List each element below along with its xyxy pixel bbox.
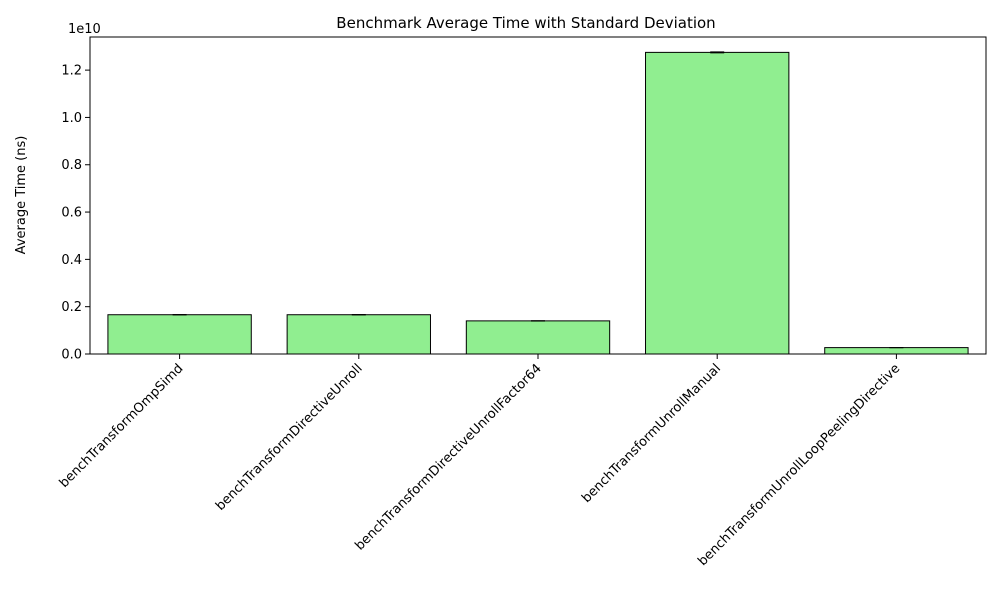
bar-5 bbox=[824, 347, 969, 355]
y-tick-label-7: 1.2 bbox=[61, 64, 82, 79]
y-tick-label-2: 0.2 bbox=[61, 300, 82, 315]
y-axis-label: Average Time (ns) bbox=[14, 136, 29, 255]
y-tick-label-6: 1.0 bbox=[61, 111, 82, 126]
y-tick-label-4: 0.6 bbox=[61, 206, 82, 221]
x-tick-label-1: benchTransformOmpSimd bbox=[57, 361, 187, 491]
y-tick-label-1: 0.0 bbox=[61, 348, 82, 363]
x-tick-label-5: benchTransformUnrollLoopPeelingDirective bbox=[695, 361, 903, 569]
y-tick-label-5: 0.8 bbox=[61, 158, 82, 173]
plot-frame bbox=[89, 36, 987, 355]
bar-3 bbox=[465, 320, 611, 355]
x-tick-label-2: benchTransformDirectiveUnroll bbox=[213, 361, 366, 514]
y-axis-multiplier: 1e10 bbox=[68, 22, 101, 37]
x-tick-label-3: benchTransformDirectiveUnrollFactor64 bbox=[352, 361, 544, 553]
x-tick-label-4: benchTransformUnrollManual bbox=[579, 361, 724, 506]
bar-4 bbox=[645, 51, 790, 355]
chart-title: Benchmark Average Time with Standard Dev… bbox=[336, 14, 715, 32]
bar-1 bbox=[107, 314, 252, 355]
bar-2 bbox=[286, 314, 431, 355]
y-tick-label-3: 0.4 bbox=[61, 253, 82, 268]
